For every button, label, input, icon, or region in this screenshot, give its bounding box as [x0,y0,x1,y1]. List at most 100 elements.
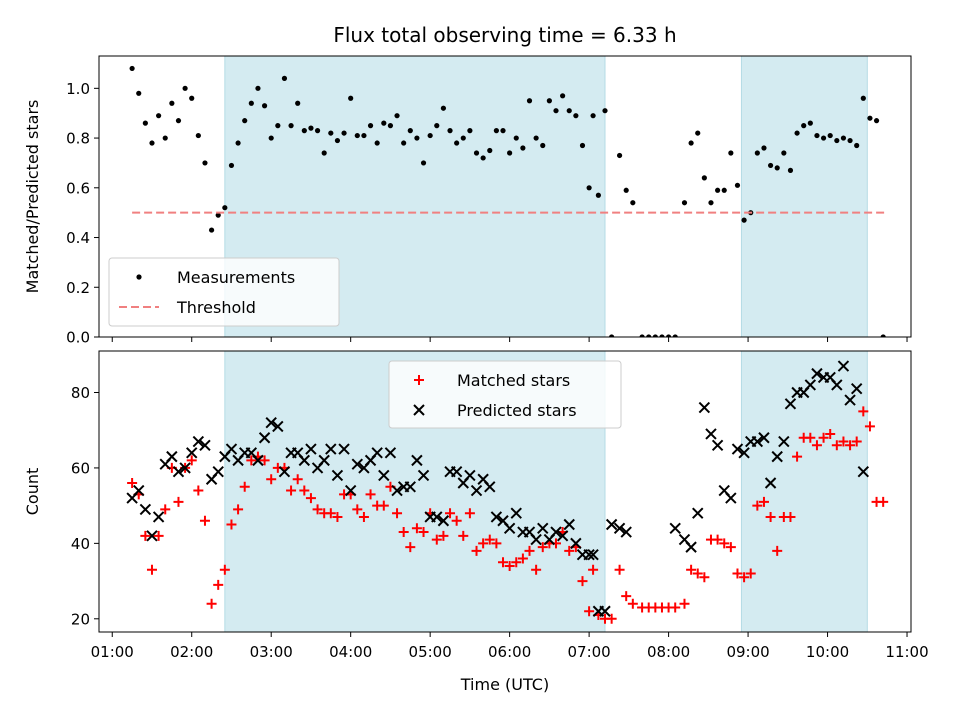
y-tick-label: 20 [71,610,90,628]
matched-stars-point [725,542,736,553]
legend-dot-swatch [136,274,142,280]
measurements-point [546,98,552,104]
matched-stars-point [160,504,171,515]
x-tick-label: 08:00 [647,643,690,661]
predicted-stars-point [139,503,152,516]
matched-stars-point [471,545,482,556]
predicted-stars-point [778,435,790,448]
matched-stars-point [758,496,769,507]
measurements-point [814,132,820,139]
measurements-point [854,142,860,149]
predicted-stars-point [771,450,783,463]
measurements-point [616,152,623,159]
measurements-point [480,155,486,161]
matched-stars-point [878,496,889,507]
measurements-point [533,135,539,141]
matched-stars-point [699,572,710,583]
matched-stars-point [851,436,862,447]
legend-plus-swatch [414,375,424,385]
predicted-stars-point [685,541,697,553]
matched-stars-point [358,511,369,522]
measurements-point [754,150,760,156]
matched-stars-point [292,474,303,485]
matched-stars-point [332,511,343,522]
matched-stars-point [825,428,836,439]
predicted-stars-point [764,477,777,489]
measurements-point [708,200,714,206]
measurements-point [407,128,413,134]
matched-stars-point [451,515,462,526]
predicted-stars-point [570,537,582,550]
matched-stars-point [445,508,456,519]
measurements-point [801,123,807,129]
matched-stars-point [577,576,588,587]
measurements-point [867,115,873,121]
measurements-point [268,135,274,141]
predicted-stars-point [225,443,238,455]
measurements-point [202,160,208,166]
measurements-point [314,128,321,134]
matched-stars-point [864,421,875,432]
y-axis-label: Count [23,468,42,516]
measurements-point [189,95,195,101]
matched-stars-point [325,508,336,519]
matched-stars-point [259,455,270,466]
measurements-point [728,150,734,156]
predicted-stars-point [503,522,516,534]
measurements-point [781,150,787,156]
measurements-point [487,147,493,154]
legend-box [388,360,622,429]
measurements-point [467,128,473,134]
measurements-point [721,187,727,193]
measurements-point [162,135,168,141]
predicted-stars-point [166,450,178,463]
x-tick-label: 03:00 [250,643,293,661]
measurements-point [281,75,288,81]
predicted-stars-point [192,435,205,448]
matched-stars-point [312,504,323,515]
plot-area [129,65,888,337]
measurements-point [295,100,301,106]
predicted-stars-point [705,428,717,440]
predicted-stars-point [470,484,483,497]
measurements-point [602,108,608,114]
matched-stars-point [564,545,575,556]
measurements-point [566,108,572,114]
axes-frame [98,55,912,338]
predicted-stars-point [305,443,317,455]
predicted-stars-point [692,507,704,519]
x-tick-label: 10:00 [806,643,849,661]
measurements-point [169,100,175,106]
measurements-point [341,130,347,136]
matched-stars-point [140,530,151,541]
measurements-point [652,334,658,337]
matched-stars-point [719,538,730,549]
predicted-stars-point [751,435,764,448]
measurements-point [334,137,341,144]
matched-stars-point [392,508,403,519]
matched-stars-point [405,542,416,553]
measurements-point [513,135,519,141]
measurements-point [520,145,526,151]
predicted-stars-point [298,454,311,467]
measurements-point [215,212,221,218]
matched-stars-point [504,560,515,571]
x-tick-label: 04:00 [329,643,372,661]
matched-stars-point [219,564,230,575]
measurements-point [414,135,420,141]
y-axis-label: Matched/Predicted stars [23,100,42,294]
measurements-point [681,200,688,206]
measurements-point [761,145,767,151]
matched-stars-point [233,504,244,515]
measurements-point [880,334,886,337]
matched-stars-point [153,530,164,541]
predicted-stars-point [510,507,522,519]
matched-stars-point [431,534,442,545]
x-axis-label: Time (UTC) [460,675,549,694]
matched-stars-point [818,432,829,443]
predicted-stars-point [490,511,503,523]
measurements-point [590,113,596,119]
legend-label: Matched stars [457,371,570,390]
measurements-point [794,130,800,136]
measurements-point [235,140,241,146]
